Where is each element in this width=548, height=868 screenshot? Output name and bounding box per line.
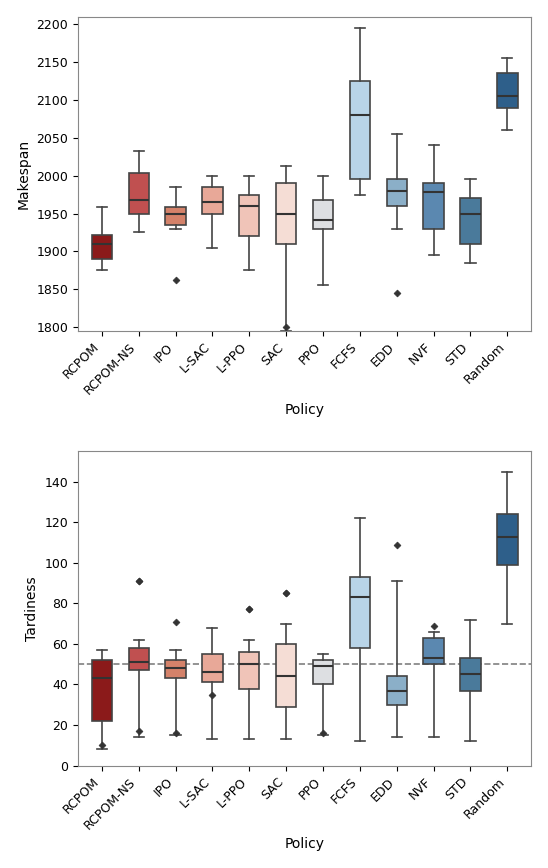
PathPatch shape (313, 200, 333, 228)
PathPatch shape (92, 234, 112, 259)
PathPatch shape (165, 661, 186, 679)
PathPatch shape (92, 661, 112, 721)
PathPatch shape (424, 638, 444, 664)
PathPatch shape (460, 199, 481, 244)
PathPatch shape (497, 74, 517, 108)
PathPatch shape (460, 658, 481, 691)
PathPatch shape (202, 654, 222, 682)
X-axis label: Policy: Policy (284, 838, 324, 852)
PathPatch shape (202, 187, 222, 214)
Y-axis label: Makespan: Makespan (16, 139, 31, 209)
PathPatch shape (387, 180, 407, 206)
PathPatch shape (129, 648, 149, 670)
PathPatch shape (497, 514, 517, 565)
PathPatch shape (350, 81, 370, 180)
PathPatch shape (165, 207, 186, 225)
PathPatch shape (276, 644, 296, 707)
PathPatch shape (313, 661, 333, 685)
PathPatch shape (387, 676, 407, 705)
PathPatch shape (239, 194, 259, 236)
PathPatch shape (239, 652, 259, 688)
PathPatch shape (129, 174, 149, 214)
PathPatch shape (424, 183, 444, 228)
X-axis label: Policy: Policy (284, 403, 324, 417)
Y-axis label: Tardiness: Tardiness (25, 576, 39, 641)
PathPatch shape (276, 183, 296, 244)
PathPatch shape (350, 577, 370, 648)
